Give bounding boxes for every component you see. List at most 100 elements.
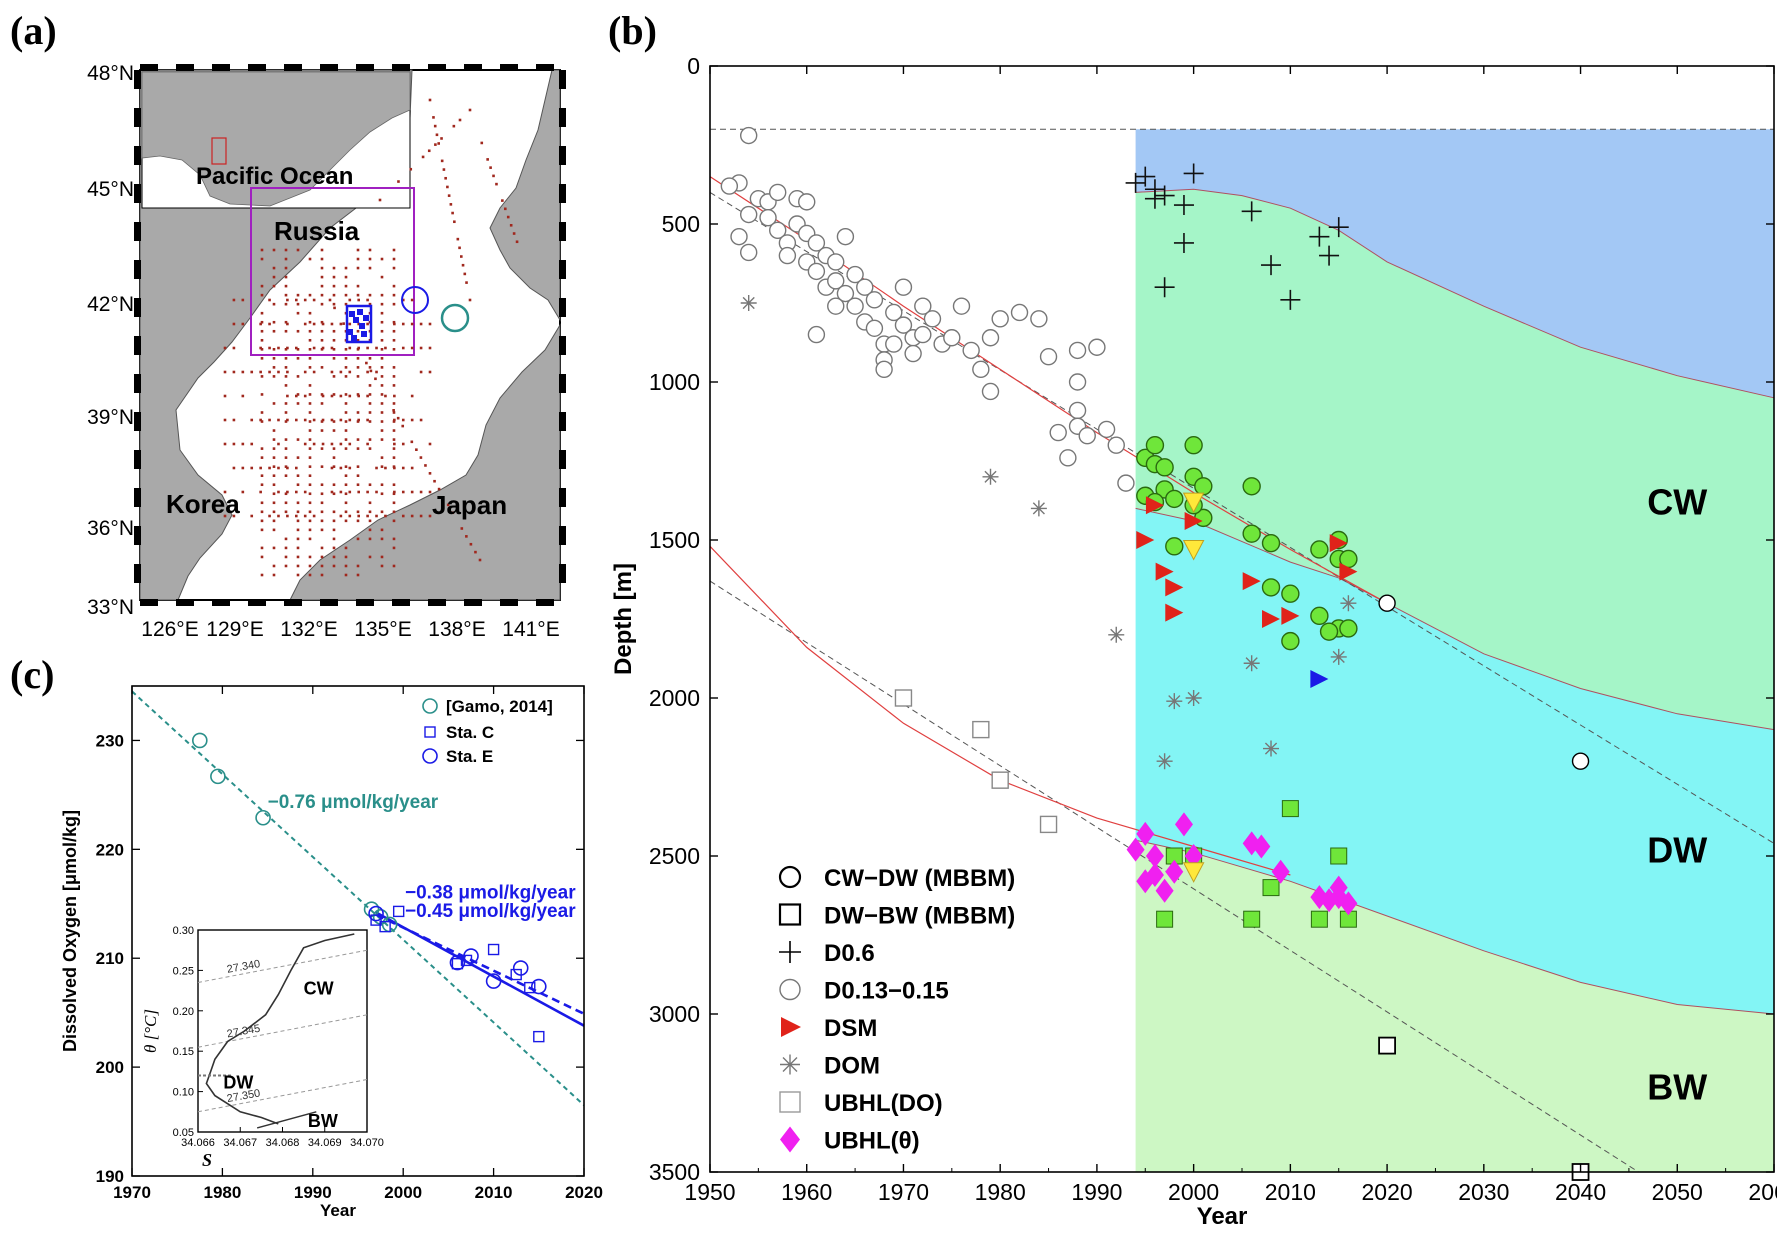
green-circle-point [1261,533,1281,553]
map-border-ticks [134,64,566,606]
station-dot-icon [348,322,352,326]
d06-point [1173,195,1194,216]
sta-c-dot [347,329,353,335]
dom-point [1166,693,1183,710]
station-dot-icon [296,302,300,306]
inset-x-tick-label: 34.068 [266,1137,300,1149]
station-dot-icon [312,298,316,302]
d013-point [914,297,932,315]
ubhl-theta-point [1174,812,1193,837]
station-dot-icon [320,573,324,577]
green-square-point [1156,910,1174,928]
station-dot-icon [380,492,384,496]
station-dot-icon [368,528,372,532]
inset-water-label: BW [308,1111,338,1131]
dom-point [1263,740,1280,757]
station-dot-icon [419,346,423,350]
station-dot-icon [332,447,336,450]
station-dot-icon [465,535,468,538]
station-dot-icon [260,501,264,505]
station-dot-icon [401,490,405,494]
station-dot-icon [308,357,312,360]
lon-label-129: 129°E [206,618,263,641]
dsm-point [1329,534,1348,553]
station-dot-icon [284,348,288,351]
station-dot-icon [356,248,360,252]
station-dot-icon [392,348,396,351]
station-dot-icon [284,384,288,387]
border-tick [392,599,410,606]
trend-dashed-line [709,191,1775,844]
station-dot-icon [284,465,288,468]
station-dot-icon [356,573,360,577]
x-tick-label: 2010 [475,1183,513,1202]
station-dot-icon [333,306,336,310]
station-dot-icon [320,501,324,505]
station-dot-icon [380,537,384,541]
legend-marker-sta-c [424,726,436,738]
station-dot-icon [308,393,312,396]
station-dot-icon [284,501,288,505]
x-tick-label: 1990 [1071,1179,1122,1205]
d013-point [827,272,845,290]
station-dot-icon [380,420,384,423]
station-dot-icon [489,166,492,169]
station-dot-icon [368,257,372,261]
station-dot-icon [308,537,312,541]
d013-point [1068,341,1087,360]
station-dot-icon [260,528,264,532]
station-dot-icon [449,203,453,206]
station-dot-icon [308,510,312,514]
station-dot-icon [232,442,236,446]
map-panel: Pacific Ocean Russia Korea Japan 48°N 45… [87,62,566,641]
station-dot-icon [321,442,325,446]
station-dot-icon [272,510,276,514]
japan-honshu [289,323,561,601]
station-dot-icon [428,98,432,102]
station-dot-icon [241,466,245,470]
station-dot-icon [284,555,288,559]
station-dot-icon [380,465,384,468]
d013-point [914,325,932,344]
station-dot-icon [272,284,276,288]
sta-c-point [451,957,464,970]
station-dot-icon [332,456,336,459]
station-dot-icon [344,519,348,523]
gamo-point [210,768,226,785]
station-dot-icon [433,124,437,128]
station-dot-icon [277,346,280,350]
label-pacific: Pacific Ocean [196,163,353,190]
station-dot-icon [272,447,276,450]
station-dot-icon [392,492,396,496]
station-dot-icon [312,346,316,350]
d06-point [1309,226,1330,247]
inset-x-tick-label: 34.066 [181,1137,215,1149]
d013-point [875,360,893,379]
station-dot-icon [332,483,336,487]
station-dot-icon [380,275,384,279]
border-tick [134,108,141,127]
station-dot-icon [365,361,368,365]
station-dot-icon [393,442,396,446]
station-dot-icon [435,133,439,137]
station-dot-icon [260,447,264,450]
station-dot-icon [296,573,300,577]
station-dot-icon [458,118,462,122]
x-tick-label: 2020 [1362,1179,1413,1205]
station-dot-icon [259,322,262,326]
green-square-point [1310,910,1328,928]
border-tick [176,599,194,606]
station-dot-icon [308,474,312,477]
station-dot-icon [260,248,264,252]
station-dot-icon [284,411,288,414]
y-tick-label: 1000 [649,369,700,395]
y-tick-label: 1500 [649,527,700,553]
d013-point [769,221,787,240]
green-circle-point [1310,540,1329,559]
legend-marker-gamo [422,698,438,714]
station-dot-icon [286,490,289,494]
station-dot-icon [296,438,300,441]
station-dot-icon [284,537,288,541]
station-dot-icon [330,394,334,398]
border-tick [559,336,566,355]
